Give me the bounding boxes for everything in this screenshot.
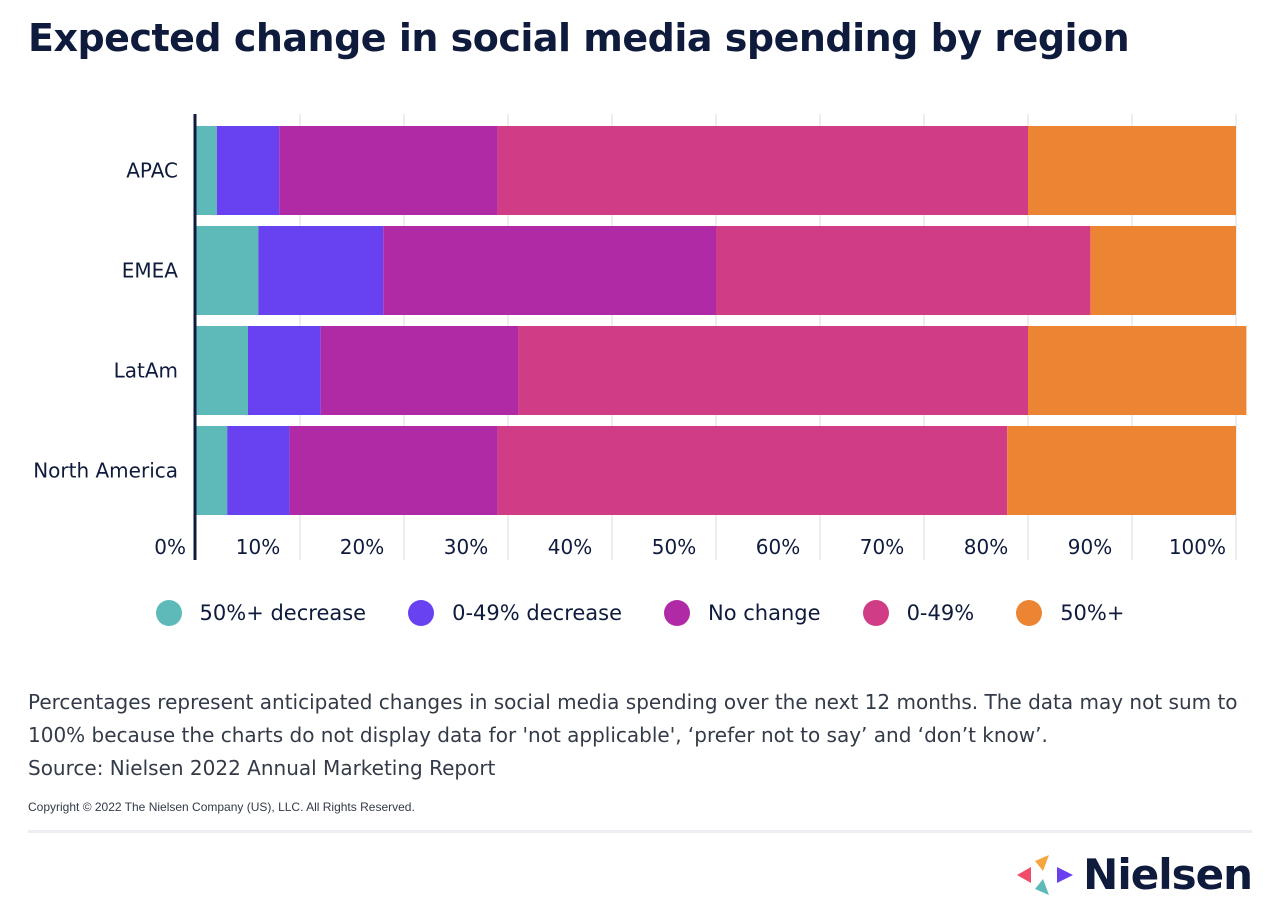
legend-item: No change <box>664 600 821 626</box>
legend-swatch <box>862 600 889 626</box>
x-tick-label: 20% <box>340 535 384 559</box>
stacked-bar-chart: APAC EMEA LatAm North America 0% 10% 20% 30% 40%… <box>33 114 1247 560</box>
bar-emea-series-3 <box>383 226 716 315</box>
legend-swatch <box>155 600 182 626</box>
copyright-text: Copyright © 2022 The Nielsen Company (US… <box>28 800 415 814</box>
bar-latam-series-1 <box>196 326 248 415</box>
bar-latam-series-2 <box>248 326 321 415</box>
category-label: EMEA <box>122 259 179 283</box>
bar-apac-series-2 <box>216 126 280 215</box>
bar-latam-series-3 <box>320 326 519 415</box>
bar-latam-series-5 <box>1028 326 1247 415</box>
x-tick-label: 30% <box>444 535 488 559</box>
x-tick-label: 40% <box>548 535 592 559</box>
legend-item: 0-49% decrease <box>408 600 622 626</box>
x-tick-label: 70% <box>860 535 904 559</box>
chart-notes: Percentages represent anticipated change… <box>28 686 1258 785</box>
legend-label: 0-49% <box>906 601 975 625</box>
bar-apac-series-5 <box>1028 126 1236 215</box>
legend-item: 50%+ <box>1016 600 1124 626</box>
legend-label: 50%+ decrease <box>199 601 367 625</box>
bar-emea-series-5 <box>1090 226 1236 315</box>
category-label: LatAm <box>114 359 178 383</box>
legend-swatch <box>1016 600 1043 626</box>
chart-title: Expected change in social media spending… <box>28 16 1130 60</box>
notes-text: Percentages represent anticipated change… <box>28 690 1238 747</box>
brand-name: Nielsen <box>1083 850 1253 899</box>
category-label: North America <box>33 459 178 483</box>
legend-label: 0-49% decrease <box>452 601 623 625</box>
legend-item: 0-49% <box>862 600 975 626</box>
legend-swatch <box>664 600 691 626</box>
bar-north-america-series-2 <box>227 426 290 515</box>
x-tick-label: 60% <box>756 535 800 559</box>
bar-apac-series-3 <box>279 126 498 215</box>
x-tick-label: 100% <box>1169 535 1226 559</box>
bar-apac-series-4 <box>497 126 1029 215</box>
bar-north-america-series-5 <box>1007 426 1236 515</box>
bar-apac-series-1 <box>196 126 217 215</box>
nielsen-logo-icon <box>1017 854 1074 895</box>
x-tick-label: 90% <box>1068 535 1112 559</box>
x-tick-label: 10% <box>236 535 280 559</box>
bar-emea-series-1 <box>196 226 259 315</box>
bar-north-america-series-1 <box>196 426 228 515</box>
source-text: Source: Nielsen 2022 Annual Marketing Re… <box>28 756 496 780</box>
bar-north-america-series-4 <box>497 426 1008 515</box>
bar-emea-series-4 <box>716 226 1091 315</box>
legend: 50%+ decrease 0-49% decrease No change 0-49… <box>0 600 1280 626</box>
legend-swatch <box>408 600 435 626</box>
bar-emea-series-2 <box>258 226 384 315</box>
x-tick-label: 80% <box>964 535 1008 559</box>
brand: Nielsen <box>1017 850 1253 899</box>
legend-label: 50%+ <box>1060 601 1125 625</box>
bar-latam-series-4 <box>518 326 1028 415</box>
legend-label: No change <box>708 601 821 625</box>
bar-north-america-series-3 <box>289 426 498 515</box>
x-tick-label: 50% <box>652 535 696 559</box>
footer-divider <box>28 830 1252 833</box>
legend-item: 50%+ decrease <box>155 600 367 626</box>
x-tick-label: 0% <box>154 535 186 559</box>
category-label: APAC <box>126 159 178 183</box>
